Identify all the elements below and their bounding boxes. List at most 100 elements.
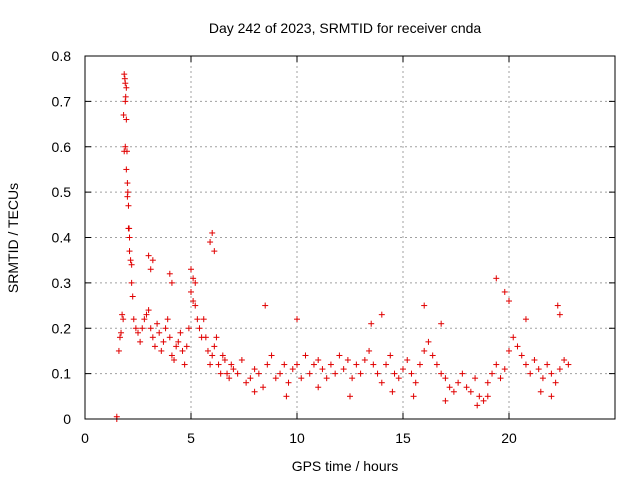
data-point	[211, 248, 218, 255]
x-tick-label: 10	[289, 430, 305, 446]
y-tick-label: 0.7	[52, 93, 72, 109]
data-point	[535, 366, 542, 373]
data-point	[121, 148, 128, 155]
data-point	[224, 370, 231, 377]
data-point	[175, 338, 182, 345]
data-point	[192, 302, 199, 309]
x-tick-label: 15	[395, 430, 411, 446]
data-point	[387, 352, 394, 359]
data-point	[135, 329, 141, 336]
data-point	[215, 361, 222, 368]
data-point	[349, 375, 356, 382]
data-point	[501, 288, 508, 295]
data-point	[323, 375, 330, 382]
data-point	[476, 393, 483, 400]
y-axis-label: SRMTID / TECUs	[5, 183, 21, 293]
data-point	[120, 111, 127, 118]
data-point	[472, 375, 479, 382]
data-point	[561, 357, 568, 364]
data-point	[378, 311, 385, 318]
data-point	[340, 366, 347, 373]
data-point	[264, 361, 271, 368]
grid	[85, 56, 615, 419]
data-point	[122, 143, 129, 150]
data-point	[489, 370, 496, 377]
data-point	[149, 257, 156, 264]
y-tick-label: 0.4	[52, 230, 72, 246]
data-point	[129, 293, 136, 300]
data-point	[336, 352, 343, 359]
data-point	[408, 370, 415, 377]
data-point	[438, 320, 445, 327]
y-tick-label: 0.2	[52, 320, 72, 336]
data-point	[370, 361, 377, 368]
data-point	[200, 316, 207, 323]
data-point	[177, 329, 184, 336]
data-point	[147, 325, 154, 332]
data-point	[391, 370, 398, 377]
data-point	[228, 361, 235, 368]
data-point	[126, 234, 133, 241]
data-point	[310, 361, 317, 368]
data-point	[552, 379, 559, 386]
data-point	[173, 343, 180, 350]
data-point	[145, 307, 152, 314]
data-point	[260, 384, 267, 391]
data-point	[255, 370, 262, 377]
data-point	[548, 370, 555, 377]
data-point	[383, 361, 390, 368]
data-point	[400, 366, 406, 373]
data-point	[234, 370, 241, 377]
data-point	[127, 257, 134, 264]
y-tick-label: 0.1	[52, 366, 72, 382]
data-point	[522, 316, 529, 323]
y-tick-label: 0.5	[52, 184, 72, 200]
data-point	[294, 361, 300, 368]
data-point	[121, 71, 128, 78]
data-point	[404, 357, 411, 364]
data-point	[139, 325, 146, 332]
data-point	[395, 375, 402, 382]
data-point	[217, 370, 224, 377]
data-point	[294, 316, 300, 323]
data-point	[298, 375, 305, 382]
data-point	[421, 302, 428, 309]
data-point	[522, 361, 529, 368]
data-point	[416, 361, 423, 368]
data-point	[315, 357, 322, 364]
data-point	[531, 357, 538, 364]
data-point	[289, 366, 296, 373]
data-point	[118, 329, 125, 336]
data-point	[347, 393, 353, 400]
data-point	[185, 325, 192, 332]
data-point	[168, 352, 175, 359]
data-point	[268, 352, 275, 359]
data-point	[493, 275, 500, 282]
data-point	[544, 361, 551, 368]
data-point	[243, 379, 250, 386]
data-point	[251, 366, 258, 373]
data-point	[247, 375, 254, 382]
data-point	[149, 334, 156, 341]
data-point	[207, 239, 214, 246]
data-point	[410, 393, 417, 400]
data-point	[433, 361, 440, 368]
data-point	[211, 343, 218, 350]
data-point	[429, 352, 436, 359]
data-point	[368, 320, 375, 327]
data-point	[192, 279, 199, 286]
data-point	[518, 352, 525, 359]
data-point	[158, 347, 165, 354]
data-point	[281, 361, 288, 368]
data-point	[344, 357, 351, 364]
data-point	[188, 266, 194, 273]
data-point	[412, 379, 419, 386]
y-tick-label: 0	[63, 411, 71, 427]
data-point	[209, 229, 216, 236]
data-point	[115, 347, 122, 354]
data-point	[438, 370, 445, 377]
data-point	[285, 379, 292, 386]
data-point	[539, 375, 546, 382]
data-point	[125, 202, 132, 209]
